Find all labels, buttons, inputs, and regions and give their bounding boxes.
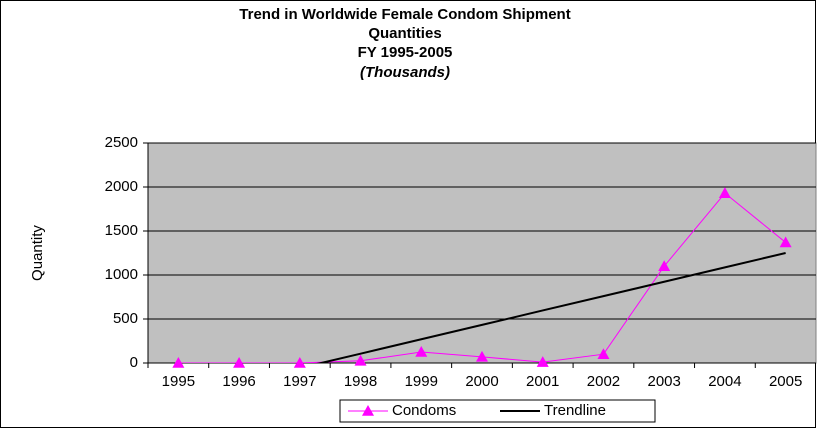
y-tick-label: 1000 bbox=[105, 266, 138, 283]
plot-area bbox=[147, 142, 817, 364]
data-point bbox=[415, 346, 428, 357]
data-point bbox=[536, 356, 549, 367]
x-tick-label: 1996 bbox=[222, 373, 255, 390]
x-tick-label: 2003 bbox=[647, 373, 680, 390]
legend-label: Trendline bbox=[544, 402, 606, 419]
chart-title: Quantities bbox=[368, 25, 441, 42]
x-tick-label: 1998 bbox=[344, 373, 377, 390]
data-point bbox=[233, 357, 246, 368]
data-point bbox=[172, 357, 185, 368]
data-point bbox=[718, 187, 731, 198]
legend-marker bbox=[362, 405, 374, 416]
chart-title: Trend in Worldwide Female Condom Shipmen… bbox=[239, 6, 570, 23]
data-point bbox=[658, 260, 671, 271]
chart-subtitle: (Thousands) bbox=[360, 64, 450, 81]
y-tick-label: 500 bbox=[113, 310, 138, 327]
data-point bbox=[597, 348, 610, 359]
chart-title: FY 1995-2005 bbox=[358, 44, 453, 61]
y-axis-label: Quantity bbox=[29, 225, 46, 281]
x-tick-label: 2000 bbox=[465, 373, 498, 390]
x-tick-label: 2004 bbox=[708, 373, 741, 390]
y-tick-label: 2000 bbox=[105, 178, 138, 195]
data-point bbox=[293, 357, 306, 368]
y-tick-label: 1500 bbox=[105, 222, 138, 239]
legend bbox=[339, 399, 656, 423]
x-tick-label: 2005 bbox=[769, 373, 802, 390]
series-line bbox=[316, 252, 786, 363]
y-tick-label: 0 bbox=[130, 354, 138, 371]
x-tick-label: 1997 bbox=[283, 373, 316, 390]
y-tick-label: 2500 bbox=[105, 134, 138, 151]
x-tick-label: 1995 bbox=[162, 373, 195, 390]
legend-label: Condoms bbox=[392, 402, 456, 419]
data-point bbox=[476, 350, 488, 362]
data-point bbox=[354, 354, 367, 366]
data-point bbox=[779, 236, 792, 248]
x-tick-label: 1999 bbox=[405, 373, 438, 390]
x-tick-label: 2001 bbox=[526, 373, 559, 390]
x-tick-label: 2002 bbox=[587, 373, 620, 390]
